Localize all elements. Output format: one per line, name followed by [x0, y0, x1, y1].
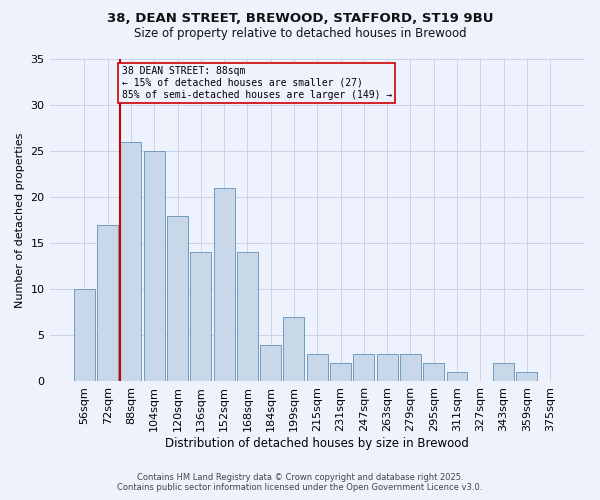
Bar — [190, 252, 211, 382]
Bar — [446, 372, 467, 382]
Text: 38 DEAN STREET: 88sqm
← 15% of detached houses are smaller (27)
85% of semi-deta: 38 DEAN STREET: 88sqm ← 15% of detached … — [122, 66, 392, 100]
Bar — [493, 363, 514, 382]
Bar — [377, 354, 398, 382]
Bar — [353, 354, 374, 382]
Bar — [237, 252, 258, 382]
Bar — [121, 142, 142, 382]
Text: Size of property relative to detached houses in Brewood: Size of property relative to detached ho… — [134, 28, 466, 40]
Bar — [517, 372, 538, 382]
Bar — [330, 363, 351, 382]
Bar — [144, 151, 165, 382]
Bar — [74, 290, 95, 382]
Bar — [307, 354, 328, 382]
Y-axis label: Number of detached properties: Number of detached properties — [15, 132, 25, 308]
Bar — [400, 354, 421, 382]
Bar — [260, 344, 281, 382]
Bar — [423, 363, 444, 382]
X-axis label: Distribution of detached houses by size in Brewood: Distribution of detached houses by size … — [166, 437, 469, 450]
Bar — [167, 216, 188, 382]
Text: 38, DEAN STREET, BREWOOD, STAFFORD, ST19 9BU: 38, DEAN STREET, BREWOOD, STAFFORD, ST19… — [107, 12, 493, 26]
Bar — [97, 225, 118, 382]
Text: Contains HM Land Registry data © Crown copyright and database right 2025.
Contai: Contains HM Land Registry data © Crown c… — [118, 473, 482, 492]
Bar — [214, 188, 235, 382]
Bar — [283, 317, 304, 382]
